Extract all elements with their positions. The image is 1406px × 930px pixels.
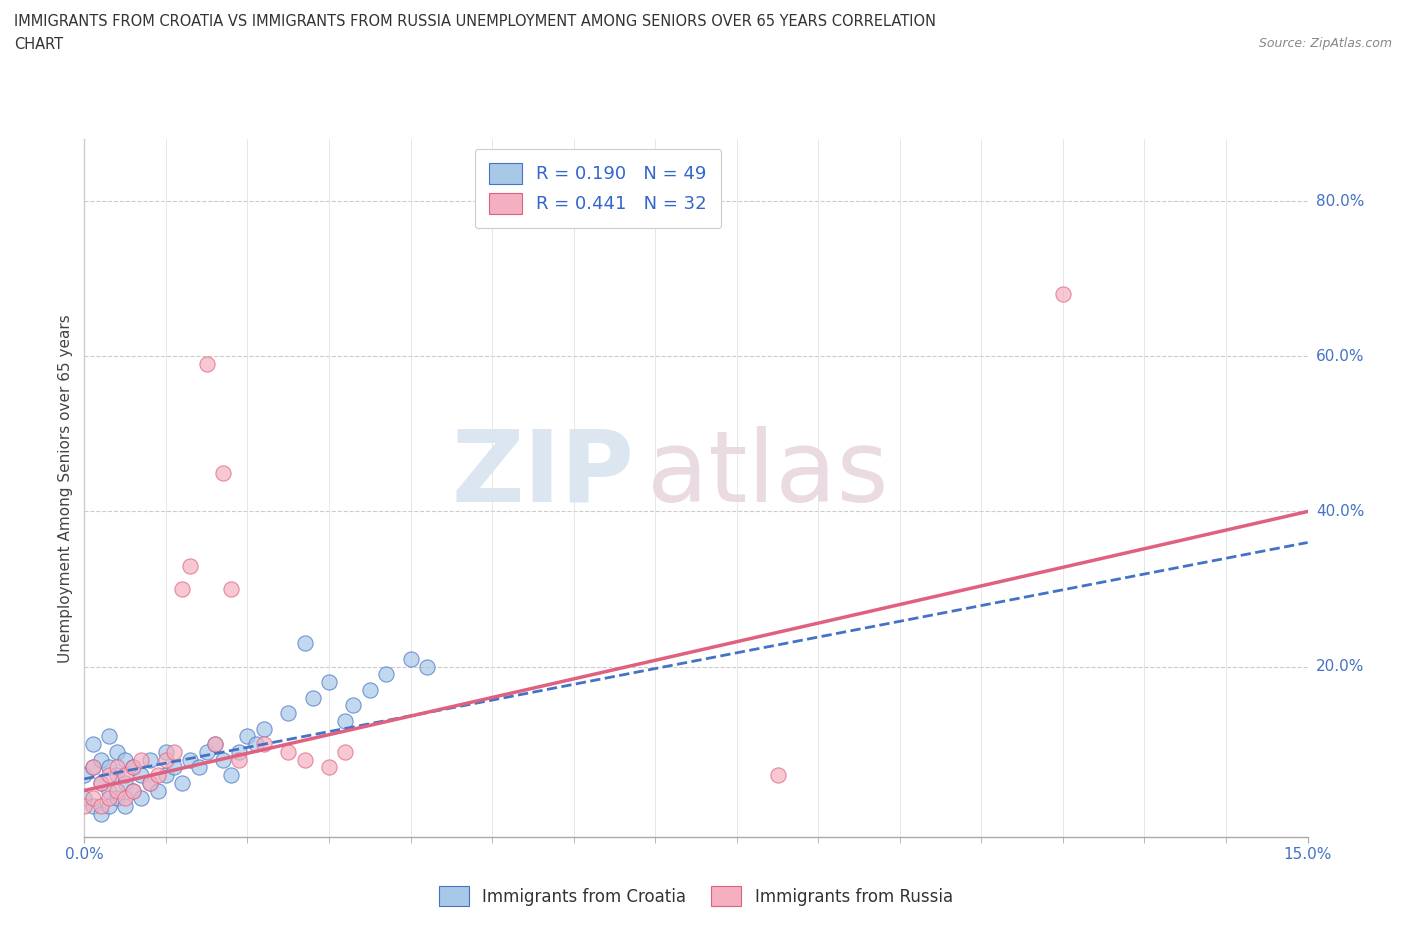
Point (131, 790, 153, 805)
Point (90, 776, 112, 790)
Point (277, 706, 299, 721)
Point (146, 767, 169, 782)
Point (219, 767, 242, 782)
Text: 80.0%: 80.0% (1316, 194, 1364, 209)
Y-axis label: Unemployment Among Seniors over 65 years: Unemployment Among Seniors over 65 years (58, 314, 73, 662)
Point (131, 752, 153, 767)
Point (335, 744, 357, 759)
Text: 60.0%: 60.0% (1316, 349, 1364, 364)
Point (172, 581, 194, 596)
Text: ZIP: ZIP (451, 426, 636, 523)
Point (228, 752, 250, 767)
Point (155, 744, 177, 759)
Point (82, 737, 104, 751)
Point (163, 744, 186, 759)
Point (105, 760, 128, 775)
Point (97, 767, 120, 782)
Text: IMMIGRANTS FROM CROATIA VS IMMIGRANTS FROM RUSSIA UNEMPLOYMENT AMONG SENIORS OVE: IMMIGRANTS FROM CROATIA VS IMMIGRANTS FR… (14, 14, 936, 29)
Point (294, 636, 316, 651)
Point (294, 752, 316, 767)
Point (342, 698, 364, 712)
Text: Source: ZipAtlas.com: Source: ZipAtlas.com (1258, 37, 1392, 50)
Point (228, 744, 250, 759)
Point (335, 713, 357, 728)
Point (122, 760, 145, 775)
Point (212, 465, 235, 480)
Point (114, 799, 136, 814)
Point (131, 767, 153, 782)
Point (105, 744, 128, 759)
Point (179, 752, 201, 767)
Point (245, 737, 267, 751)
Point (318, 674, 340, 689)
Point (122, 783, 145, 798)
Point (114, 767, 136, 782)
Point (138, 776, 160, 790)
Point (195, 357, 218, 372)
Point (163, 760, 186, 775)
Point (97, 783, 120, 798)
Point (105, 783, 128, 798)
Point (195, 744, 218, 759)
Point (359, 683, 381, 698)
Point (105, 767, 128, 782)
Point (73, 799, 96, 814)
Point (236, 729, 259, 744)
Point (399, 651, 422, 666)
Point (179, 558, 201, 573)
Point (318, 760, 340, 775)
Point (219, 581, 242, 596)
Point (105, 790, 128, 805)
Point (82, 790, 104, 805)
Point (155, 767, 177, 782)
Point (73, 790, 96, 805)
Point (90, 776, 112, 790)
Point (97, 790, 120, 805)
Point (122, 760, 145, 775)
Point (146, 783, 169, 798)
Point (301, 690, 323, 705)
Point (375, 667, 398, 682)
Point (73, 767, 96, 782)
Point (114, 776, 136, 790)
Point (766, 767, 789, 782)
Text: 40.0%: 40.0% (1316, 504, 1364, 519)
Point (82, 799, 104, 814)
Point (138, 752, 160, 767)
Point (212, 752, 235, 767)
Point (416, 659, 439, 674)
Text: atlas: atlas (647, 426, 889, 523)
Point (187, 760, 209, 775)
Point (1052, 287, 1074, 302)
Point (253, 737, 276, 751)
Point (155, 752, 177, 767)
Point (122, 783, 145, 798)
Point (90, 799, 112, 814)
Point (90, 806, 112, 821)
Point (172, 776, 194, 790)
Point (97, 799, 120, 814)
Point (114, 790, 136, 805)
Point (138, 776, 160, 790)
Point (204, 737, 226, 751)
Point (114, 752, 136, 767)
Point (204, 737, 226, 751)
Point (253, 721, 276, 736)
Point (97, 760, 120, 775)
Point (90, 752, 112, 767)
Point (82, 760, 104, 775)
Text: 20.0%: 20.0% (1316, 659, 1364, 674)
Legend: Immigrants from Croatia, Immigrants from Russia: Immigrants from Croatia, Immigrants from… (433, 880, 959, 912)
Point (277, 744, 299, 759)
Text: CHART: CHART (14, 37, 63, 52)
Point (82, 760, 104, 775)
Point (97, 729, 120, 744)
